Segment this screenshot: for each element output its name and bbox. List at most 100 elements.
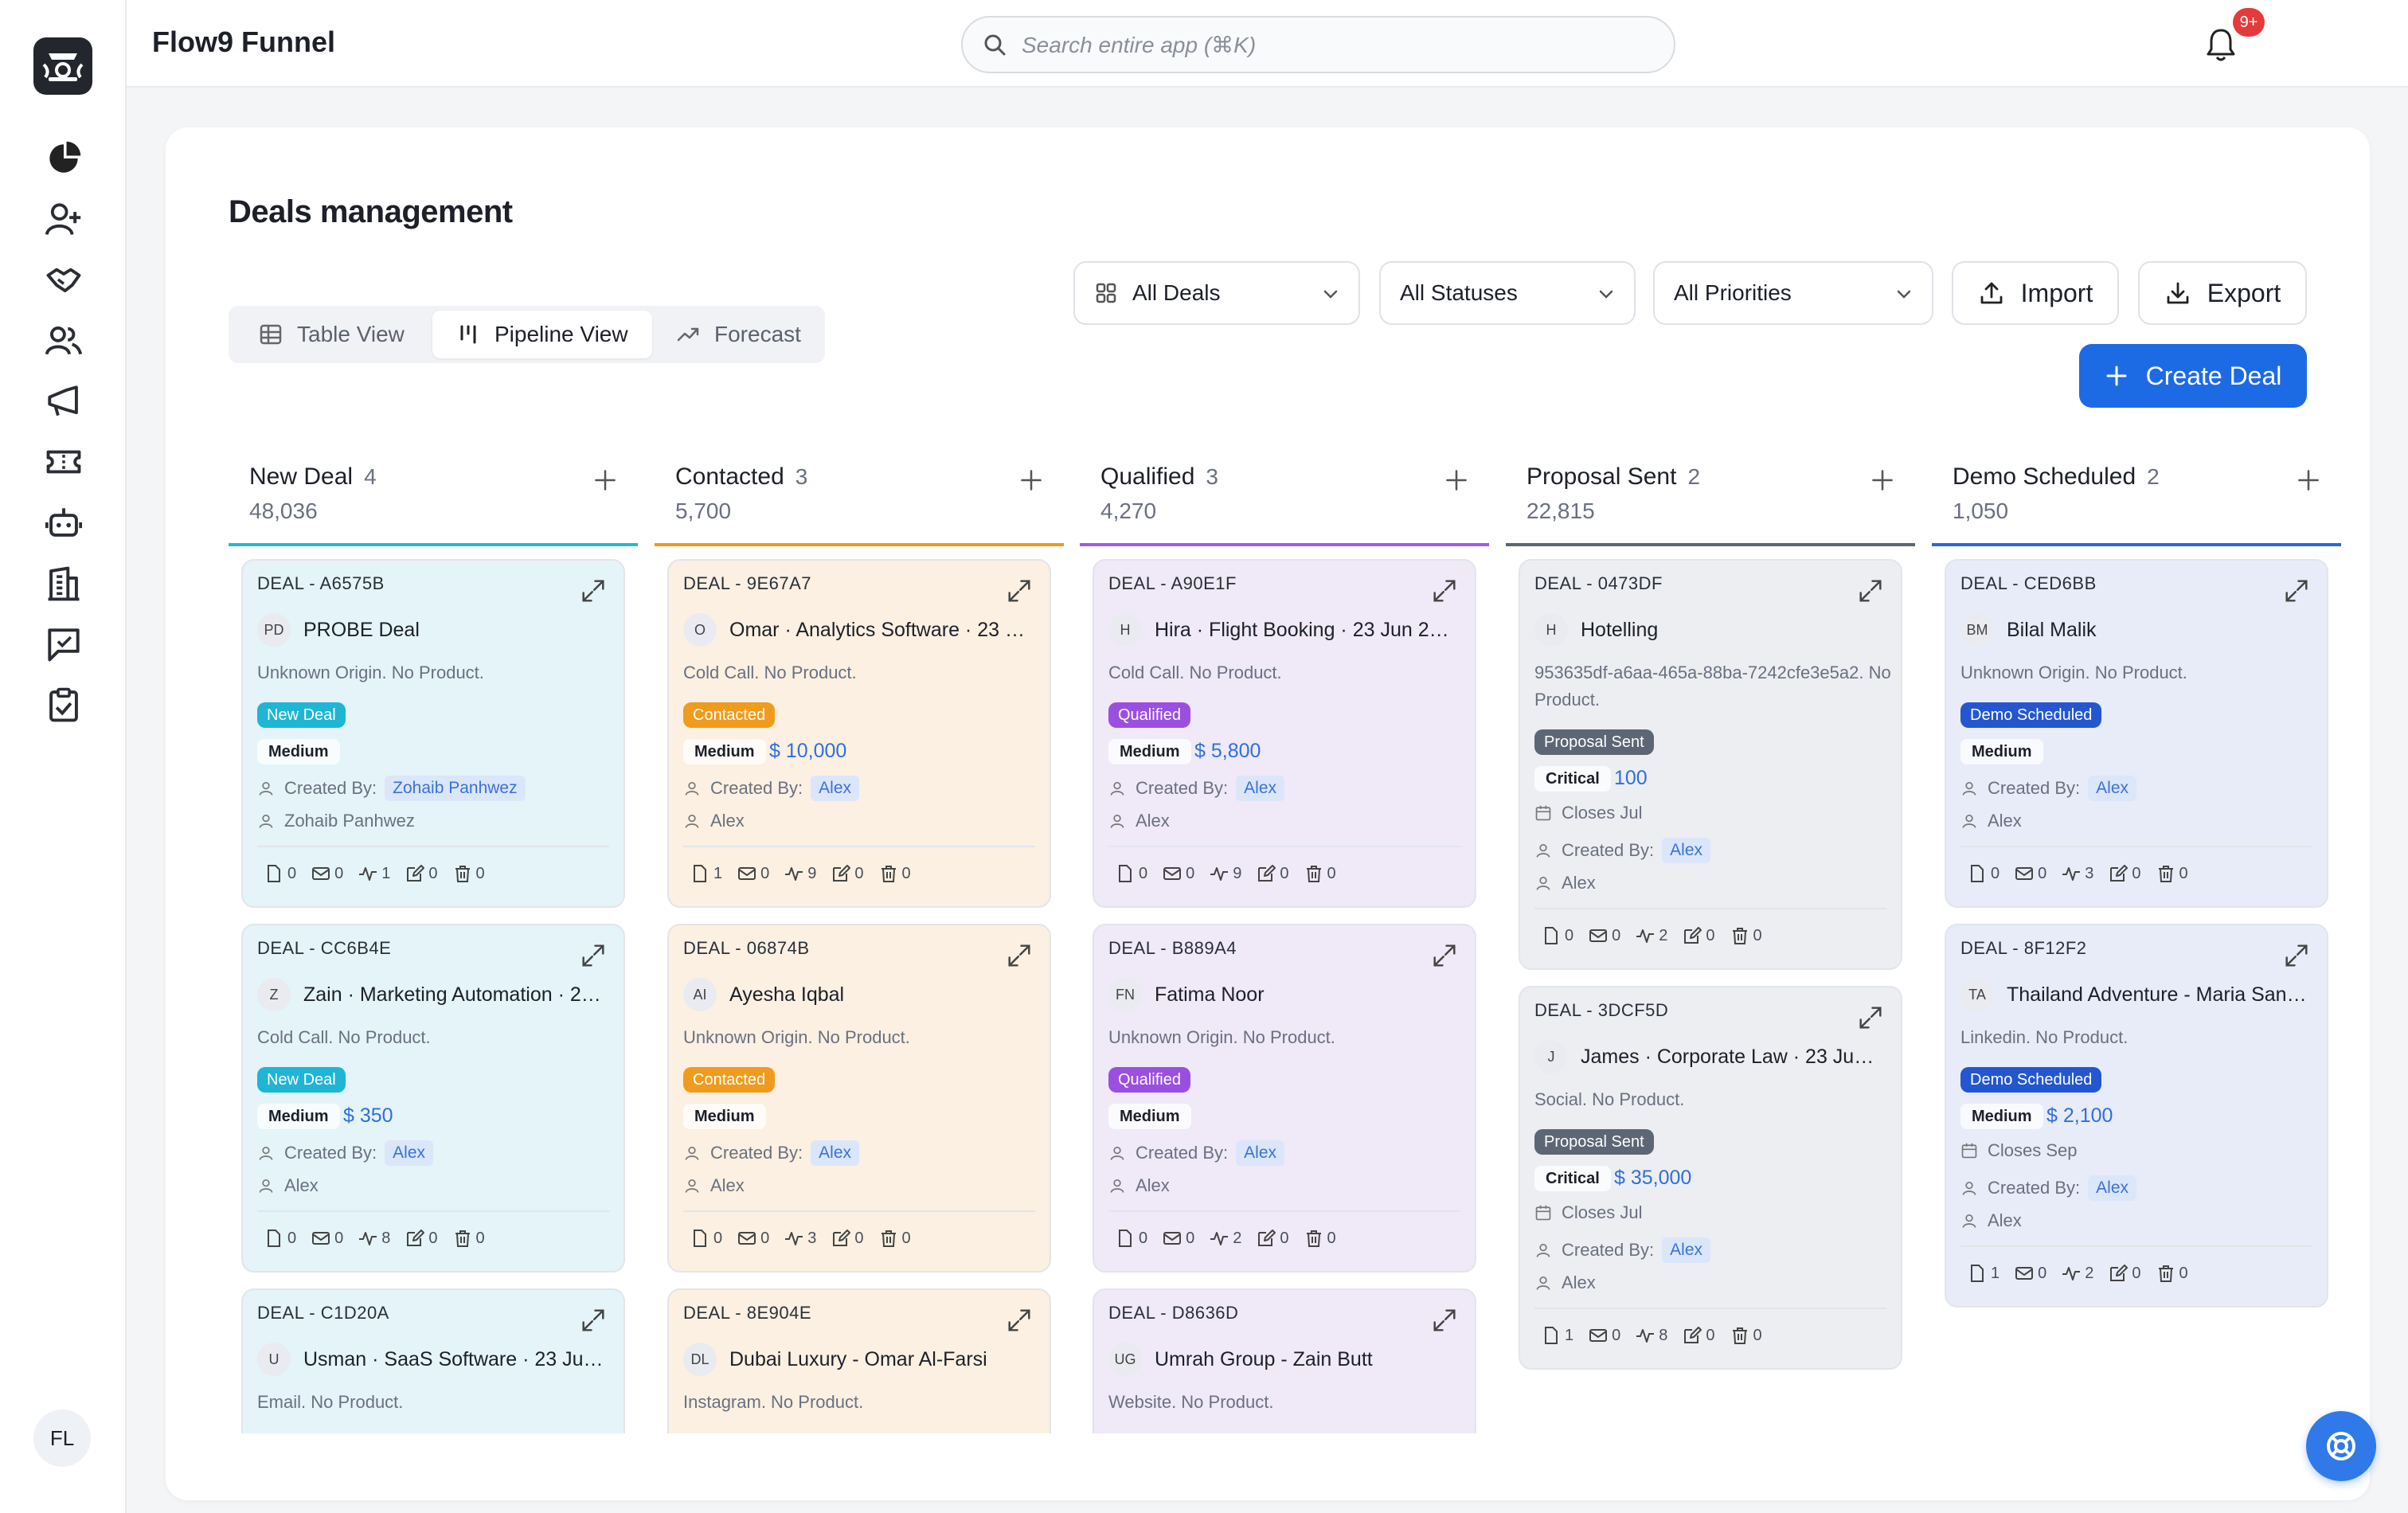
deal-card[interactable]: DEAL - 06874B AI Ayesha Iqbal Unknown Origi… [667,924,1051,1273]
activity-count[interactable]: 9 [784,863,816,884]
plus-icon[interactable] [1444,468,1468,492]
bell-icon[interactable] [2203,24,2239,64]
creator-chip[interactable]: Alex [1662,838,1711,863]
sidebar-item-ticket[interactable] [35,437,92,487]
trash-count[interactable]: 0 [1730,925,1762,946]
expand-icon[interactable] [1432,578,1457,604]
expand-icon[interactable] [1007,1308,1032,1333]
trash-count[interactable]: 0 [452,863,485,884]
activity-count[interactable]: 3 [784,1228,816,1249]
activity-count[interactable]: 2 [1635,925,1667,946]
file-count[interactable]: 0 [264,1228,296,1249]
mail-count[interactable]: 0 [2014,863,2046,884]
trash-count[interactable]: 0 [1730,1325,1762,1346]
creator-chip[interactable]: Zohaib Panhwez [385,776,526,801]
export-button[interactable]: Export [2138,261,2307,325]
edit-count[interactable]: 0 [1682,925,1715,946]
sidebar-item-handshake[interactable] [35,255,92,304]
creator-chip[interactable]: Alex [2088,1175,2137,1201]
sidebar-item-building[interactable] [35,559,92,608]
file-count[interactable]: 0 [264,863,296,884]
deals-filter[interactable]: All Deals [1073,261,1360,325]
sidebar-item-bot[interactable] [35,498,92,547]
expand-icon[interactable] [1858,578,1883,604]
expand-icon[interactable] [1007,578,1032,604]
creator-chip[interactable]: Alex [1236,1140,1285,1166]
expand-icon[interactable] [580,1308,606,1333]
deal-card[interactable]: DEAL - CC6B4E Z Zain · Marketing Automatio… [241,924,625,1273]
expand-icon[interactable] [2284,578,2309,604]
mail-count[interactable]: 0 [737,863,769,884]
deal-card[interactable]: DEAL - C1D20A U Usman · SaaS Software · 23… [241,1288,625,1433]
expand-icon[interactable] [1432,1308,1457,1333]
sidebar-item-pie-chart[interactable] [35,134,92,183]
creator-chip[interactable]: Alex [1236,776,1285,801]
edit-count[interactable]: 0 [2108,1263,2141,1284]
expand-icon[interactable] [2284,943,2309,968]
creator-chip[interactable]: Alex [811,1140,860,1166]
sidebar-item-add-user[interactable] [35,194,92,244]
help-button[interactable] [2306,1411,2376,1481]
expand-icon[interactable] [1432,943,1457,968]
file-count[interactable]: 1 [690,863,722,884]
mail-count[interactable]: 0 [1162,1228,1194,1249]
file-count[interactable]: 0 [1967,863,2000,884]
file-count[interactable]: 1 [1967,1263,2000,1284]
expand-icon[interactable] [1858,1005,1883,1030]
create-deal-button[interactable]: Create Deal [2079,344,2307,408]
activity-count[interactable]: 9 [1209,863,1241,884]
activity-count[interactable]: 2 [1209,1228,1241,1249]
mail-count[interactable]: 0 [1588,925,1620,946]
deal-card[interactable]: DEAL - CED6BB BM Bilal Malik Unknown Origin… [1945,559,2328,908]
activity-count[interactable]: 8 [358,1228,390,1249]
plus-icon[interactable] [2297,468,2320,492]
edit-count[interactable]: 0 [831,863,864,884]
edit-count[interactable]: 0 [1682,1325,1715,1346]
trash-count[interactable]: 0 [878,863,911,884]
file-count[interactable]: 0 [1541,925,1573,946]
deal-card[interactable]: DEAL - 0473DF H Hotelling 953635df-a6aa-465… [1519,559,1902,970]
sidebar-item-message[interactable] [35,620,92,669]
search-input[interactable]: Search entire app (⌘K) [961,16,1675,73]
creator-chip[interactable]: Alex [811,776,860,801]
trash-count[interactable]: 0 [1304,1228,1336,1249]
sidebar-item-megaphone[interactable] [35,377,92,426]
file-count[interactable]: 0 [1115,1228,1147,1249]
plus-icon[interactable] [1019,468,1043,492]
import-button[interactable]: Import [1952,261,2119,325]
edit-count[interactable]: 0 [1256,1228,1289,1249]
activity-count[interactable]: 3 [2061,863,2093,884]
file-count[interactable]: 0 [1115,863,1147,884]
deal-card[interactable]: DEAL - 3DCF5D J James · Corporate Law · 23… [1519,986,1902,1370]
deal-card[interactable]: DEAL - 9E67A7 O Omar · Analytics Software … [667,559,1051,908]
activity-count[interactable]: 8 [1635,1325,1667,1346]
deal-card[interactable]: DEAL - D8636D UG Umrah Group - Zain Butt We… [1093,1288,1476,1433]
trash-count[interactable]: 0 [878,1228,911,1249]
mail-count[interactable]: 0 [2014,1263,2046,1284]
edit-count[interactable]: 0 [405,863,438,884]
mail-count[interactable]: 0 [737,1228,769,1249]
tab-pipeline-view[interactable]: Pipeline View [432,311,652,358]
trash-count[interactable]: 0 [2156,863,2188,884]
mail-count[interactable]: 0 [1588,1325,1620,1346]
activity-count[interactable]: 2 [2061,1263,2093,1284]
activity-count[interactable]: 1 [358,863,390,884]
edit-count[interactable]: 0 [1256,863,1289,884]
file-count[interactable]: 0 [690,1228,722,1249]
expand-icon[interactable] [1007,943,1032,968]
file-count[interactable]: 1 [1541,1325,1573,1346]
mail-count[interactable]: 0 [1162,863,1194,884]
deal-card[interactable]: DEAL - A6575B PD PROBE Deal Unknown Origin.… [241,559,625,908]
app-logo[interactable] [33,37,92,95]
creator-chip[interactable]: Alex [1662,1237,1711,1263]
creator-chip[interactable]: Alex [2088,776,2137,801]
plus-icon[interactable] [1870,468,1894,492]
trash-count[interactable]: 0 [452,1228,485,1249]
trash-count[interactable]: 0 [2156,1263,2188,1284]
sidebar-item-clipboard[interactable] [35,680,92,729]
expand-icon[interactable] [580,943,606,968]
deal-card[interactable]: DEAL - 8F12F2 TA Thailand Adventure - Mari… [1945,924,2328,1308]
user-avatar[interactable]: FL [33,1409,91,1467]
creator-chip[interactable]: Alex [385,1140,434,1166]
edit-count[interactable]: 0 [831,1228,864,1249]
